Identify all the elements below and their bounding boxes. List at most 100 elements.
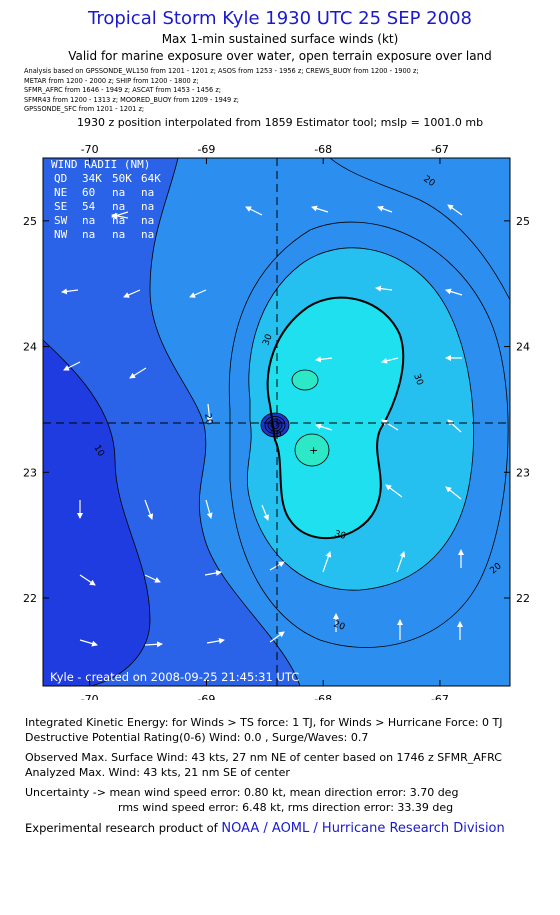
max-wind-marker: +	[309, 444, 318, 457]
subtitle-wind-type: Max 1-min sustained surface winds (kt)	[161, 32, 399, 46]
wind-vector-arrow	[445, 486, 462, 500]
max-wind-cell-south	[295, 434, 329, 466]
y-tick-label: 25	[23, 215, 37, 228]
source-line: GPSSONDE_SFC from 1201 - 1201 z;	[24, 105, 145, 114]
ike-line: Integrated Kinetic Energy: for Winds > T…	[25, 716, 503, 729]
page-title: Tropical Storm Kyle 1930 UTC 25 SEP 2008	[88, 8, 472, 29]
wind-vector-arrow	[144, 499, 154, 520]
credit-line: Experimental research product of NOAA / …	[25, 821, 505, 836]
x-tick-label: -67	[431, 693, 449, 700]
x-tick-label: -70	[81, 143, 99, 156]
y-tick-label: 24	[516, 341, 530, 354]
contour-label: 30	[261, 333, 274, 347]
x-tick-label: -70	[81, 693, 99, 700]
wind-vector-arrow	[375, 285, 393, 292]
wind-vectors	[61, 204, 464, 648]
interpolation-note: 1930 z position interpolated from 1859 E…	[76, 116, 484, 129]
dpr-line: Destructive Potential Rating(0-6) Wind: …	[25, 731, 369, 744]
max-wind-cell-north	[292, 370, 318, 390]
band-20-ne	[330, 158, 510, 300]
analysis-sources: Analysis based on GPSSONDE_WL150 from 12…	[24, 67, 419, 115]
wind-vector-arrow	[63, 361, 81, 371]
wind-vector-arrow	[311, 205, 329, 213]
contour-label: 30	[333, 529, 347, 542]
wind-radii-cell: na	[141, 200, 154, 213]
wind-radii-cell: 60	[82, 186, 95, 199]
wind-vector-arrow	[144, 574, 161, 583]
wind-vector-arrow	[111, 212, 129, 219]
wind-vector-arrow	[315, 423, 333, 431]
wind-vector-arrow	[445, 288, 463, 296]
wind-radii-cell: na	[141, 214, 154, 227]
wind-radii-header-cell: QD	[54, 172, 67, 185]
wind-vector-arrow	[269, 631, 285, 643]
x-tick-label: -69	[197, 693, 215, 700]
wind-vector-arrow	[447, 419, 462, 433]
x-tick-label: -68	[314, 143, 332, 156]
wind-vector-arrow	[385, 484, 403, 498]
wind-radii-cell: na	[112, 228, 125, 241]
x-tick-label: -67	[431, 143, 449, 156]
x-tick-label: -69	[197, 143, 215, 156]
axis-ticks: -70 -70 -69 -69 -68 -68 -67 -67 25 25 24 24 23 23 22 22	[23, 143, 530, 700]
contour-40kt	[266, 296, 405, 539]
wind-vector-arrow	[261, 504, 269, 521]
created-timestamp: Kyle - created on 2008-09-25 21:45:31 UT…	[50, 670, 299, 684]
source-line: SFMR_AFRC from 1646 - 1949 z; ASCAT from…	[24, 86, 222, 95]
wind-vector-arrow	[315, 356, 333, 363]
wind-vector-arrow	[322, 551, 332, 573]
analyzed-max-line: Analyzed Max. Wind: 43 kts, 21 nm SE of …	[25, 766, 290, 779]
wind-vector-arrow	[61, 288, 79, 295]
wind-radii-header-cell: 64K	[141, 172, 161, 185]
wind-vector-arrow	[206, 403, 213, 423]
wind-vector-arrow	[189, 289, 207, 298]
wind-radii-cell: NW	[54, 228, 68, 241]
x-tick-label: -68	[314, 693, 332, 700]
wind-radii-header-cell: 50K	[112, 172, 132, 185]
wind-vector-arrow	[123, 289, 141, 298]
wind-vector-arrow	[377, 205, 393, 213]
wind-radii-cell: na	[82, 228, 95, 241]
contour-lines	[43, 158, 510, 686]
y-tick-label: 22	[516, 592, 530, 605]
hrd-link[interactable]: NOAA / AOML / Hurricane Research Divisio…	[221, 821, 505, 836]
wind-radii-cell: na	[82, 214, 95, 227]
wind-vector-arrow	[206, 637, 225, 644]
source-line: SFMR43 from 1200 - 1313 z; MOORED_BUOY f…	[24, 95, 240, 104]
wind-radii-header-cell: 34K	[82, 172, 102, 185]
wind-field-map: + 10 20 20 20 20 30 30 30 30 WIND RADII …	[23, 143, 530, 700]
observed-max-line: Observed Max. Surface Wind: 43 kts, 27 n…	[25, 751, 502, 764]
wind-vector-arrow	[79, 574, 96, 586]
contour-label: 20	[332, 619, 346, 632]
wind-vector-arrow	[381, 357, 399, 364]
uncertainty-line-1: Uncertainty -> mean wind speed error: 0.…	[25, 786, 459, 799]
band-40-plus	[267, 297, 404, 539]
source-line: METAR from 1200 - 2000 z; SHIP from 1200…	[24, 76, 199, 85]
wind-vector-arrow	[129, 367, 147, 379]
wind-radii-cell: na	[112, 186, 125, 199]
wind-vector-arrow	[144, 641, 163, 648]
wind-radii-cell: NE	[54, 186, 67, 199]
subtitle-exposure: Valid for marine exposure over water, op…	[68, 49, 492, 63]
wind-radii-cell: na	[112, 200, 125, 213]
contour-label: 30	[411, 373, 424, 387]
wind-radii-cell: SE	[54, 200, 67, 213]
y-tick-label: 22	[23, 592, 37, 605]
wind-vector-arrow	[381, 419, 399, 431]
y-tick-label: 24	[23, 341, 37, 354]
y-tick-label: 23	[23, 466, 37, 479]
wind-vector-arrow	[447, 204, 463, 216]
contour-label: 30	[270, 430, 282, 440]
wind-vector-arrow	[245, 206, 263, 216]
wind-radii-title: WIND RADII (NM)	[51, 158, 150, 171]
wind-vector-arrow	[396, 551, 406, 573]
wind-vector-arrow	[79, 639, 98, 647]
uncertainty-line-2: rms wind speed error: 6.48 kt, rms direc…	[118, 801, 454, 814]
source-line: Analysis based on GPSSONDE_WL150 from 12…	[24, 67, 419, 75]
wind-radii-cell: 54	[82, 200, 96, 213]
band-below-10	[43, 340, 150, 686]
wind-contours: +	[43, 158, 510, 686]
y-tick-label: 25	[516, 215, 530, 228]
map-frame	[42, 157, 511, 687]
